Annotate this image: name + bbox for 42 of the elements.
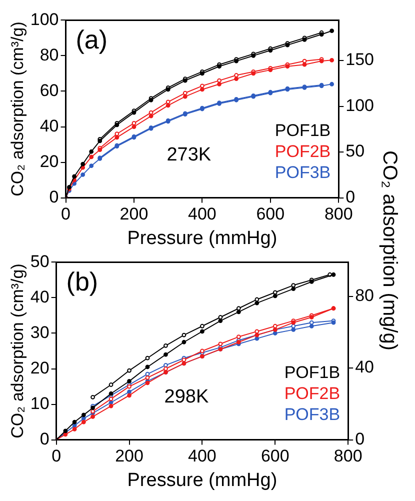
y-tick-label: 80 [40, 45, 59, 64]
y-tick-label: 0 [40, 429, 50, 448]
text: POF3B [274, 162, 331, 182]
annotation: (b) [66, 266, 98, 296]
x-axis-title: Pressure (mmHg) [127, 228, 278, 249]
y-axis-title: CO₂ adsorption (cm³/g) [8, 22, 27, 196]
y-tick-label: 20 [40, 152, 59, 171]
x-tick-label: 800 [334, 446, 362, 466]
y-tick-label: 60 [40, 80, 59, 100]
y-tick-label: 40 [40, 116, 59, 136]
y-tick-label: 10 [30, 394, 50, 413]
y-tick-label: 20 [30, 358, 50, 378]
y-tick-label: 50 [30, 252, 50, 271]
x-tick-label: 600 [256, 204, 285, 224]
y-axis-title: CO₂ adsorption (cm³/g) [8, 264, 27, 438]
y2-tick-label: 50 [346, 142, 365, 161]
y-tick-label: 30 [30, 322, 50, 342]
text: POF3B [284, 404, 340, 424]
x-tick-label: 200 [120, 204, 148, 224]
annotation: (a) [76, 24, 108, 54]
y2-tick-label: 40 [355, 358, 374, 377]
annotation: 298K [164, 386, 209, 408]
x-tick-label: 200 [115, 446, 144, 466]
y2-tick-label: 0 [346, 187, 356, 206]
text: POF2B [284, 384, 340, 403]
x-tick-label: 800 [324, 204, 353, 224]
y2-tick-label: 150 [346, 50, 374, 70]
text: POF1B [274, 120, 331, 140]
x-tick-label: 400 [188, 204, 216, 224]
annotation: 273K [166, 144, 212, 166]
y2-tick-label: 0 [355, 429, 365, 448]
y-tick-label: 0 [49, 187, 59, 206]
x-tick-label: 600 [260, 446, 290, 466]
x-axis-title: Pressure (mmHg) [127, 470, 278, 491]
y-tick-label: 100 [30, 10, 59, 29]
y2-tick-label: 100 [346, 96, 374, 115]
x-tick-label: 400 [188, 446, 216, 466]
text: POF1B [284, 362, 340, 382]
text: POF2B [274, 142, 331, 161]
y-tick-label: 40 [30, 287, 50, 306]
y2-tick-label: 80 [355, 286, 374, 305]
y2-axis-title: CO₂ adsorption (mg/g) [378, 150, 400, 350]
